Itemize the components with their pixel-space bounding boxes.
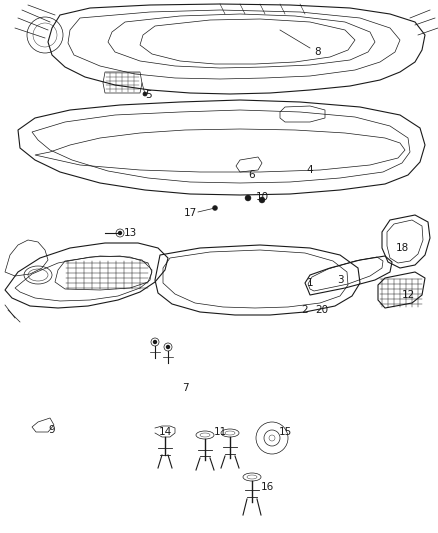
Text: 17: 17: [184, 208, 197, 218]
Text: 6: 6: [249, 170, 255, 180]
Circle shape: [153, 341, 156, 343]
Circle shape: [245, 195, 251, 201]
Text: 7: 7: [182, 383, 188, 393]
Text: 10: 10: [255, 192, 268, 202]
Circle shape: [119, 231, 121, 235]
Text: 5: 5: [145, 90, 151, 100]
Text: 20: 20: [315, 305, 328, 315]
Circle shape: [143, 92, 147, 96]
Text: 4: 4: [307, 165, 313, 175]
Text: 18: 18: [396, 243, 409, 253]
Text: 15: 15: [279, 427, 292, 437]
Circle shape: [166, 345, 170, 349]
Text: 1: 1: [307, 278, 313, 288]
Text: 3: 3: [337, 275, 343, 285]
Text: 11: 11: [213, 427, 226, 437]
Text: 14: 14: [159, 427, 172, 437]
Text: 12: 12: [401, 290, 415, 300]
Text: 16: 16: [260, 482, 274, 492]
Text: 13: 13: [124, 228, 137, 238]
Circle shape: [212, 206, 218, 211]
Text: 2: 2: [302, 305, 308, 315]
Text: 8: 8: [314, 47, 321, 57]
Circle shape: [259, 197, 265, 203]
Text: 9: 9: [49, 425, 55, 435]
